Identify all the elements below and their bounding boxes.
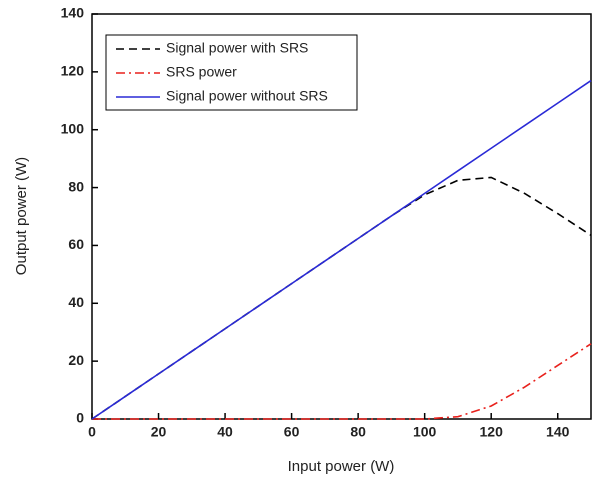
x-axis-label: Input power (W) xyxy=(288,458,395,475)
x-tick-label: 60 xyxy=(284,424,300,440)
y-tick-label: 60 xyxy=(68,236,84,252)
series-line xyxy=(91,79,592,420)
legend-label: Signal power with SRS xyxy=(166,40,308,56)
y-tick-label: 20 xyxy=(68,352,84,368)
y-axis-label: Output power (W) xyxy=(13,157,30,275)
series-line xyxy=(91,176,592,420)
y-tick-label: 140 xyxy=(61,5,85,21)
x-tick-label: 40 xyxy=(217,424,233,440)
x-tick-label: 80 xyxy=(350,424,366,440)
x-tick-label: 120 xyxy=(480,424,504,440)
x-tick-label: 0 xyxy=(88,424,96,440)
y-tick-label: 40 xyxy=(68,294,84,310)
y-tick-label: 80 xyxy=(68,178,84,194)
y-tick-label: 100 xyxy=(61,120,85,136)
x-tick-label: 20 xyxy=(151,424,167,440)
x-tick-label: 100 xyxy=(413,424,437,440)
x-tick-label: 140 xyxy=(546,424,570,440)
y-tick-label: 0 xyxy=(76,410,84,426)
legend-label: SRS power xyxy=(166,64,237,80)
series-line xyxy=(92,343,592,420)
legend-label: Signal power without SRS xyxy=(166,88,328,104)
y-tick-label: 120 xyxy=(61,63,85,79)
